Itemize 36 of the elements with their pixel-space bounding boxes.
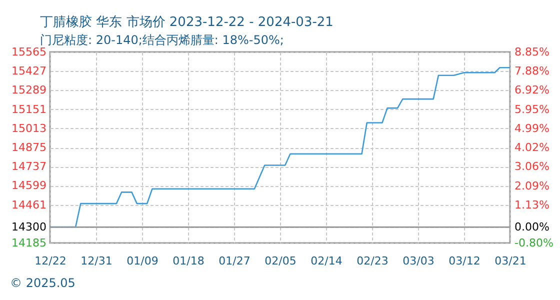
y2-tick-label: 1.13% [514, 198, 550, 212]
x-tick-label: 01/09 [126, 254, 158, 268]
y-tick-label: 15427 [12, 64, 46, 78]
y-tick-label: 14300 [12, 220, 46, 234]
y2-tick-label: 6.92% [514, 84, 550, 97]
x-tick-label: 02/23 [356, 254, 388, 268]
y-tick-label: 15151 [12, 102, 46, 116]
y2-tick-label: 4.99% [514, 122, 550, 135]
y2-tick-label: 7.88% [514, 64, 550, 78]
chart-title: 丁腈橡胶 华东 市场价 2023-12-22 - 2024-03-21 [40, 15, 334, 30]
y2-tick-label: 5.95% [514, 102, 550, 116]
text: © 2025.05 [10, 276, 76, 290]
y2-tick-label: 3.06% [514, 160, 550, 174]
x-tick-label: 12/31 [80, 254, 112, 268]
y2-tick-label: 2.09% [514, 179, 550, 192]
y-tick-label: 14599 [12, 179, 46, 192]
y2-tick-label: 0.00% [514, 220, 550, 234]
x-tick-label: 03/12 [448, 254, 480, 268]
y2-tick-label: 8.85% [514, 46, 550, 58]
y2-tick-label: 4.02% [514, 141, 550, 154]
y-tick-label: 14875 [12, 141, 46, 154]
x-tick-label: 02/05 [264, 254, 296, 268]
y-tick-label: 14737 [12, 160, 46, 174]
y2-tick-label: -0.80% [514, 236, 554, 250]
x-tick-label: 03/21 [494, 254, 526, 268]
x-tick-label: 12/22 [34, 254, 66, 268]
y-tick-label: 14461 [12, 198, 46, 212]
y-tick-label: 15013 [12, 122, 46, 135]
y-tick-label: 14185 [12, 236, 46, 250]
y-tick-label: 15565 [12, 46, 46, 58]
x-tick-label: 02/14 [310, 254, 342, 268]
x-tick-label: 03/03 [402, 254, 434, 268]
chart-subtitle: 门尼粘度: 20-140;结合丙烯腈量: 18%-50%; [40, 33, 284, 47]
y-tick-label: 15289 [12, 84, 46, 97]
x-tick-label: 01/27 [218, 254, 250, 268]
x-tick-label: 01/18 [172, 254, 204, 268]
